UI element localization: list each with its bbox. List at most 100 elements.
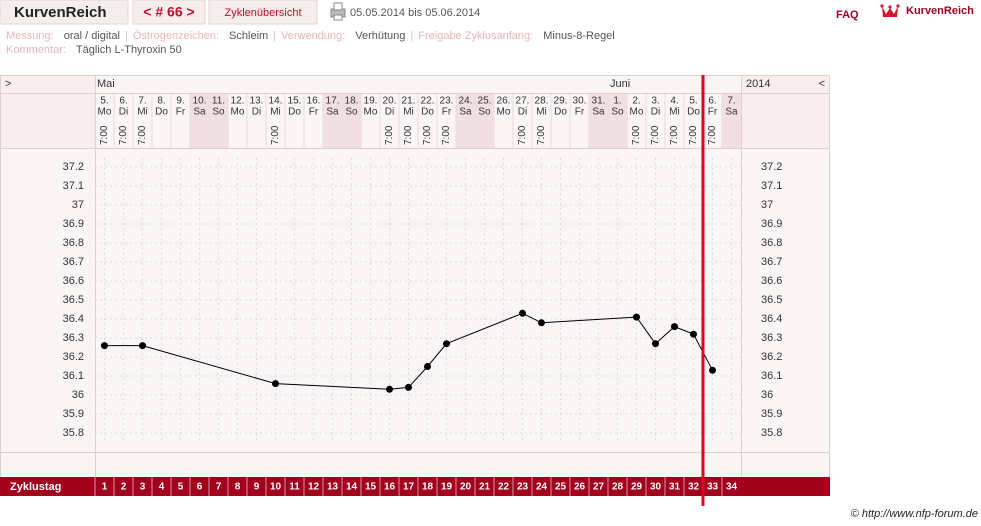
cycle-day-label: 2 — [121, 482, 127, 493]
date-label: 21. — [402, 96, 416, 107]
temperature-point — [272, 380, 279, 388]
weekday-label: Mi — [536, 107, 547, 118]
temperature-point — [519, 309, 526, 317]
time-label: 7:00 — [270, 125, 281, 145]
time-label: 7:00 — [422, 125, 433, 145]
date-label: 8. — [157, 96, 165, 107]
weekend-cell — [589, 94, 608, 148]
cycle-day-label: 13 — [327, 482, 339, 493]
temperature-point — [671, 323, 678, 331]
cycle-day-row — [0, 477, 830, 496]
cycle-day-label: 6 — [197, 482, 203, 493]
weekday-label: Fr — [708, 107, 718, 118]
separator: | — [125, 30, 128, 42]
date-label: 25. — [478, 96, 492, 107]
y-tick-label: 37.2 — [63, 161, 84, 173]
date-label: 1. — [613, 96, 621, 107]
cycle-day-label: 28 — [612, 482, 624, 493]
time-label: 7:00 — [688, 125, 699, 145]
left-head-panel — [1, 76, 95, 148]
y2-tick-label: 37.1 — [761, 180, 782, 192]
time-label: 7:00 — [403, 125, 414, 145]
y-tick-label: 36.6 — [63, 275, 84, 287]
print-icon[interactable] — [330, 2, 346, 21]
cycle-day-label: 22 — [498, 482, 510, 493]
date-label: 17. — [326, 96, 340, 107]
weekday-label: Fr — [575, 107, 585, 118]
y2-tick-label: 35.8 — [761, 427, 782, 439]
temperature-point — [101, 342, 108, 350]
date-label: 24. — [459, 96, 473, 107]
weekend-cell — [608, 94, 627, 148]
cycle-day-label: 25 — [555, 482, 567, 493]
cycle-day-label: 18 — [422, 482, 434, 493]
overview-box — [208, 0, 318, 25]
weekday-label: Mi — [137, 107, 148, 118]
info-value: Verhütung — [355, 30, 405, 42]
date-label: 15. — [288, 96, 302, 107]
weekday-label: Mi — [403, 107, 414, 118]
y2-tick-label: 37 — [761, 199, 773, 211]
time-label: 7:00 — [669, 125, 680, 145]
y2-tick-label: 36.3 — [761, 332, 782, 344]
y2-tick-label: 36 — [761, 389, 773, 401]
y-tick-label: 36.3 — [63, 332, 84, 344]
weekday-label: So — [611, 107, 624, 118]
cycle-day-label: 31 — [669, 482, 681, 493]
cycle-day-label: 24 — [536, 482, 548, 493]
month-label: Juni — [610, 78, 630, 90]
date-label: 6. — [119, 96, 127, 107]
weekday-label: Do — [155, 107, 168, 118]
weekday-label: Mo — [630, 107, 644, 118]
y2-tick-label: 37.2 — [761, 161, 782, 173]
date-label: 23. — [440, 96, 454, 107]
date-label: 3. — [651, 96, 659, 107]
weekday-label: Do — [288, 107, 301, 118]
y-tick-label: 36.4 — [63, 313, 84, 325]
nav-left: > — [5, 78, 11, 90]
weekday-label: Di — [651, 107, 660, 118]
weekday-label: Fr — [442, 107, 452, 118]
cycle-day-label: 9 — [254, 482, 260, 493]
date-label: 13. — [250, 96, 264, 107]
weekday-label: Di — [252, 107, 261, 118]
weekday-label: Sa — [326, 107, 339, 118]
date-label: 29. — [554, 96, 568, 107]
temperature-point — [652, 340, 659, 348]
y-tick-label: 36.2 — [63, 351, 84, 363]
temperature-line — [104, 312, 713, 390]
date-label: 22. — [421, 96, 435, 107]
info-value: Schleim — [229, 30, 268, 42]
cycle-day-label: 1 — [102, 482, 108, 493]
date-label: 20. — [383, 96, 397, 107]
cycle-day-label: 33 — [707, 482, 719, 493]
date-label: 7. — [727, 96, 735, 107]
time-label: 7:00 — [441, 125, 452, 145]
weekday-label: Sa — [193, 107, 206, 118]
cycle-day-label: 11 — [289, 482, 300, 493]
cycle-day-label: 29 — [631, 482, 643, 493]
logo[interactable]: KurvenReich — [14, 4, 107, 21]
weekday-label: Mi — [270, 107, 281, 118]
weekday-label: Fr — [176, 107, 186, 118]
overview-link[interactable]: Zyklenübersicht — [224, 7, 301, 19]
weekend-cell — [209, 94, 228, 148]
weekday-label: Mo — [98, 107, 112, 118]
time-label: 7:00 — [650, 125, 661, 145]
brand-icon — [880, 4, 900, 17]
y-tick-label: 36.5 — [63, 294, 84, 306]
chart-frame — [0, 75, 830, 496]
info-label: Freigabe Zyklusanfang: — [418, 30, 533, 42]
weekend-cell — [722, 94, 741, 148]
cycle-day-label: 32 — [688, 482, 700, 493]
cycle-day-label: 23 — [517, 482, 529, 493]
time-label: 7:00 — [137, 125, 148, 145]
y2-tick-label: 36.9 — [761, 218, 782, 230]
faq-link[interactable]: FAQ — [836, 9, 859, 21]
weekend-cell — [323, 94, 342, 148]
y2-tick-label: 36.2 — [761, 351, 782, 363]
cycle-nav[interactable]: < # 66 > — [143, 4, 194, 20]
time-label: 7:00 — [99, 125, 110, 145]
cycle-day-label: 16 — [384, 482, 396, 493]
date-range: 05.05.2014 bis 05.06.2014 — [350, 7, 480, 19]
